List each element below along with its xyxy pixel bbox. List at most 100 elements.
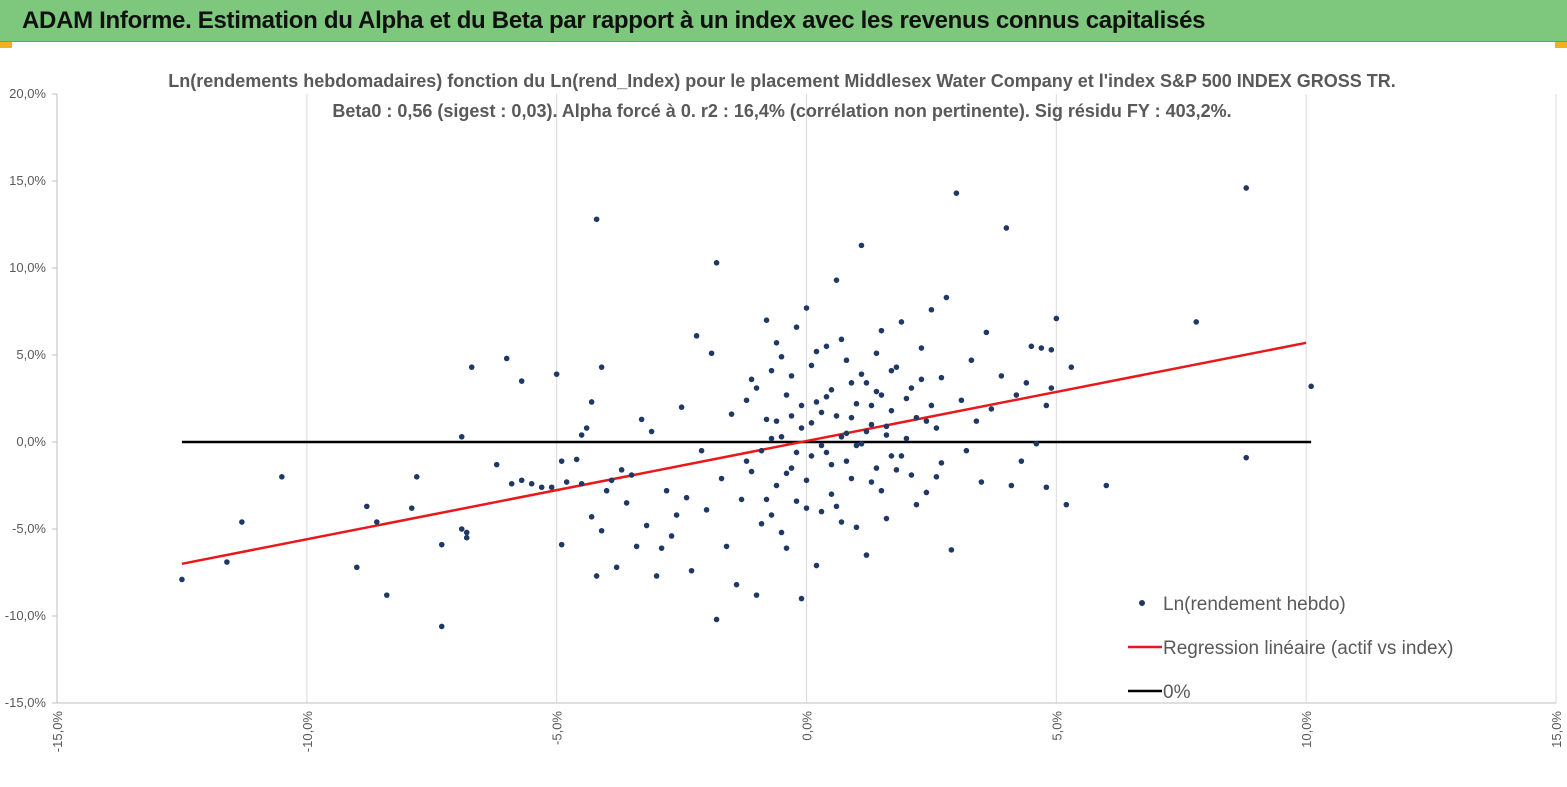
scatter-point <box>463 529 470 536</box>
scatter-point <box>873 388 880 395</box>
scatter-point <box>793 324 800 330</box>
scatter-point <box>898 319 905 325</box>
x-tick-label: 15,0% <box>1549 711 1564 748</box>
scatter-point <box>938 460 945 466</box>
scatter-point <box>773 340 780 346</box>
scatter-point <box>468 364 475 370</box>
scatter-point <box>613 564 620 571</box>
scatter-point <box>383 592 390 598</box>
chart-title-line-1: Ln(rendements hebdomadaires) fonction du… <box>168 71 1396 91</box>
scatter-point <box>1053 315 1060 322</box>
scatter-point <box>873 465 880 471</box>
scatter-point <box>838 336 845 343</box>
scatter-point <box>663 487 670 494</box>
scatter-point <box>673 512 680 518</box>
scatter-point <box>778 353 785 360</box>
y-tick-label: -10,0% <box>5 608 47 623</box>
scatter-point <box>823 343 830 350</box>
scatter-point <box>493 461 500 468</box>
scatter-point <box>458 433 465 440</box>
scatter-point <box>688 567 695 574</box>
scatter-point <box>878 327 885 334</box>
scatter-point <box>728 411 735 417</box>
scatter-point <box>988 406 995 412</box>
scatter-point <box>239 519 245 525</box>
scatter-point <box>643 522 650 529</box>
scatter-point <box>698 447 705 454</box>
scatter-point <box>763 317 770 324</box>
scatter-point <box>1048 346 1055 353</box>
scatter-point <box>1068 364 1075 370</box>
scatter-point <box>858 440 865 447</box>
scatter-point <box>843 430 850 437</box>
scatter-point <box>778 529 785 536</box>
scatter-point <box>723 543 730 550</box>
scatter-point <box>788 465 795 471</box>
scatter-point <box>413 474 420 480</box>
scatter-point <box>853 524 860 531</box>
scatter-point <box>888 407 895 414</box>
scatter-point <box>773 418 780 424</box>
legend-label-regression: Regression linéaire (actif vs index) <box>1163 638 1453 659</box>
scatter-point <box>928 402 935 409</box>
legend-marker-points <box>1139 600 1145 606</box>
chart-area: -15,0% -10,0% -5,0% 0,0% 5,0% 10,0% 15,0% -15,0… <box>0 42 1567 787</box>
scatter-point <box>598 527 605 534</box>
scatter-point <box>354 564 360 571</box>
legend-label-points: Ln(rendement hebdo) <box>1163 594 1346 615</box>
scatter-point <box>893 364 900 370</box>
report-header-banner: ADAM Informe. Estimation du Alpha et du … <box>0 0 1567 42</box>
scatter-point <box>933 474 940 480</box>
scatter-point <box>588 399 595 405</box>
scatter-point <box>708 350 715 357</box>
banner-corner-mark-left <box>0 42 12 48</box>
scatter-point <box>713 616 720 623</box>
scatter-point <box>973 418 980 424</box>
scatter-point <box>788 413 795 419</box>
scatter-point <box>279 474 285 480</box>
scatter-point <box>768 367 775 374</box>
chart-title-line-2: Beta0 : 0,56 (sigest : 0,03). Alpha forc… <box>332 101 1231 121</box>
scatter-point <box>528 480 535 487</box>
scatter-point <box>1193 319 1200 325</box>
y-tick-label: 0,0% <box>16 434 46 449</box>
scatter-point <box>808 420 815 426</box>
scatter-point <box>953 190 960 196</box>
scatter-point <box>558 458 565 464</box>
scatter-point <box>548 484 555 491</box>
scatter-point <box>508 480 515 487</box>
scatter-point <box>1008 482 1015 489</box>
scatter-point <box>848 414 855 421</box>
scatter-point <box>793 498 800 504</box>
y-tick-label: 20,0% <box>9 86 46 101</box>
scatter-point <box>888 453 895 459</box>
scatter-point <box>748 468 755 475</box>
scatter-point <box>813 348 820 355</box>
scatter-point <box>753 385 760 391</box>
scatter-point <box>678 404 685 411</box>
scatter-point <box>963 447 970 454</box>
scatter-point <box>903 435 910 442</box>
scatter-point <box>843 458 850 464</box>
scatter-point <box>668 533 675 539</box>
scatter-point <box>763 496 770 503</box>
scatter-point <box>224 559 230 565</box>
scatter-point <box>833 277 840 283</box>
scatter-point <box>928 306 935 313</box>
scatter-point <box>1003 225 1010 231</box>
scatter-point <box>1023 380 1030 386</box>
scatter-point <box>828 461 835 468</box>
x-tick-label: -5,0% <box>550 711 565 745</box>
x-tick-label: 10,0% <box>1299 711 1314 748</box>
scatter-point <box>593 216 600 223</box>
scatter-point <box>713 259 720 266</box>
scatter-point <box>878 487 885 494</box>
y-tick-label: -15,0% <box>5 695 47 710</box>
x-tick-label: 0,0% <box>800 711 815 741</box>
scatter-point <box>923 418 930 424</box>
scatter-point <box>873 350 880 357</box>
scatter-point <box>738 496 745 503</box>
scatter-point <box>1243 185 1250 191</box>
scatter-point <box>903 395 910 402</box>
scatter-point <box>813 562 820 569</box>
